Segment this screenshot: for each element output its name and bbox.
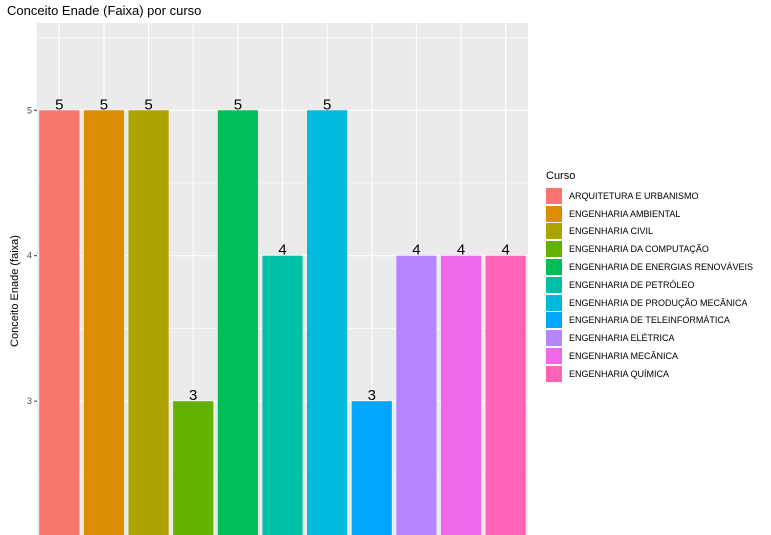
legend-title: Curso [546, 170, 576, 182]
bar [39, 110, 80, 535]
y-tick-label: 5 [27, 105, 32, 115]
legend-item: ENGENHARIA QUÍMICA [546, 365, 753, 383]
bar-data-label: 5 [100, 96, 108, 113]
legend-swatch [546, 259, 562, 276]
legend-item: ENGENHARIA DE PRODUÇÃO MECÂNICA [546, 294, 753, 312]
bar-data-label: 5 [144, 96, 152, 113]
legend-swatch [546, 294, 562, 311]
y-tick-label: 3 [27, 396, 32, 406]
legend-item: ENGENHARIA CIVIL [546, 223, 753, 241]
legend-label: ENGENHARIA DE TELEINFORMÁTICA [569, 315, 730, 326]
legend-item: ARQUITETURA E URBANISMO [546, 187, 753, 205]
bar [217, 110, 258, 535]
bar-data-label: 4 [278, 242, 286, 259]
legend-item: ENGENHARIA DE ENERGIAS RENOVÁVEIS [546, 258, 753, 276]
bar-data-label: 5 [323, 96, 331, 113]
legend-label: ENGENHARIA DE PRODUÇÃO MECÂNICA [569, 297, 748, 308]
legend-swatch [546, 187, 562, 204]
legend-label: ENGENHARIA DE PETRÓLEO [569, 279, 695, 290]
legend-swatch [546, 223, 562, 240]
legend-item: ENGENHARIA DE PETRÓLEO [546, 276, 753, 294]
bar [351, 401, 392, 535]
bar-data-label: 3 [368, 387, 376, 404]
bar [396, 255, 437, 535]
legend-item: ENGENHARIA MECÂNICA [546, 347, 753, 365]
bar [128, 110, 169, 535]
legend-swatch [546, 348, 562, 365]
legend-swatch [546, 312, 562, 329]
chart-title: Conceito Enade (Faixa) por curso [7, 3, 202, 18]
bar-data-label: 3 [189, 387, 197, 404]
legend-label: ENGENHARIA ELÉTRICA [569, 333, 675, 344]
legend-label: ENGENHARIA MECÂNICA [569, 351, 679, 362]
legend-swatch [546, 276, 562, 293]
bar-data-label: 4 [502, 242, 510, 259]
legend-swatch [546, 205, 562, 222]
legend-item: ENGENHARIA AMBIENTAL [546, 205, 753, 223]
legend-label: ENGENHARIA DA COMPUTAÇÃO [569, 244, 709, 255]
bar-data-label: 4 [457, 242, 465, 259]
legend-swatch [546, 330, 562, 347]
legend-label: ENGENHARIA DE ENERGIAS RENOVÁVEIS [569, 262, 754, 273]
legend-item: ENGENHARIA ELÉTRICA [546, 329, 753, 347]
legend: Curso ARQUITETURA E URBANISMO ENGENHARIA … [546, 170, 753, 383]
legend-items: ARQUITETURA E URBANISMO ENGENHARIA AMBIEN… [546, 187, 753, 383]
bar [262, 255, 303, 535]
legend-label: ENGENHARIA CIVIL [569, 226, 654, 237]
legend-swatch [546, 241, 562, 258]
bar [307, 110, 348, 535]
legend-label: ENGENHARIA QUÍMICA [569, 368, 670, 379]
bar [173, 401, 214, 535]
bar-data-label: 5 [234, 96, 242, 113]
legend-label: ARQUITETURA E URBANISMO [569, 190, 699, 201]
y-tick-label: 4 [27, 251, 32, 261]
legend-label: ENGENHARIA AMBIENTAL [569, 208, 681, 219]
bar [485, 255, 526, 535]
bar-data-label: 5 [55, 96, 63, 113]
legend-item: ENGENHARIA DE TELEINFORMÁTICA [546, 312, 753, 330]
legend-swatch [546, 365, 562, 382]
bar-data-label: 4 [412, 242, 420, 259]
bar [83, 110, 125, 535]
legend-item: ENGENHARIA DA COMPUTAÇÃO [546, 240, 753, 258]
y-axis-label: Conceito Enade (faixa) [9, 235, 21, 347]
bar [440, 255, 482, 535]
